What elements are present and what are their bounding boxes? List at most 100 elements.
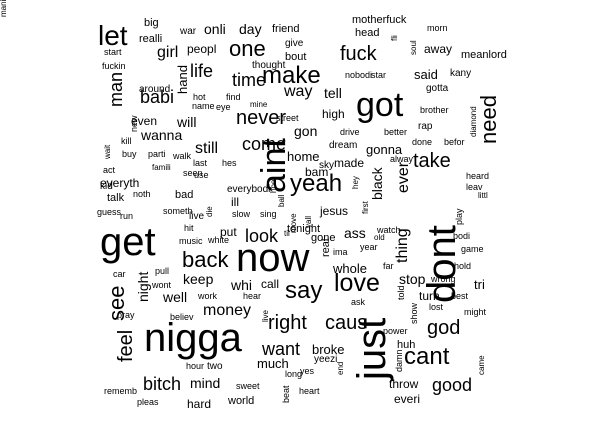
cloud-word: black	[369, 167, 385, 200]
cloud-word: time	[232, 70, 267, 90]
cloud-word: mani	[0, 0, 8, 17]
cloud-word: fuckin	[102, 61, 126, 71]
cloud-word: leav	[466, 182, 483, 192]
cloud-word: call	[261, 277, 280, 291]
cloud-word: tell	[324, 85, 342, 101]
cloud-word: littl	[478, 191, 488, 200]
cloud-word: come	[242, 134, 287, 154]
cloud-word: hear	[243, 291, 262, 301]
cloud-word: kany	[450, 68, 472, 79]
cloud-word: man	[106, 71, 126, 107]
cloud-word: everyth	[100, 176, 140, 190]
cloud-word: throw	[389, 377, 419, 391]
cloud-word: end	[336, 361, 345, 375]
cloud-word: hard	[187, 397, 212, 411]
cloud-word: wont	[152, 280, 172, 290]
cloud-word: tonight	[287, 223, 321, 235]
cloud-word: gotta	[426, 83, 449, 94]
cloud-word: put	[220, 225, 237, 239]
cloud-word: eye	[216, 102, 231, 112]
cloud-word: kill	[121, 136, 132, 146]
cloud-word: take	[413, 150, 451, 172]
cloud-word: look	[245, 226, 279, 246]
cloud-word: new	[129, 115, 139, 132]
cloud-word: say	[285, 277, 323, 304]
cloud-word: give	[285, 38, 304, 49]
cloud-word: meanlord	[461, 49, 507, 61]
cloud-word: made	[334, 156, 365, 170]
cloud-word: onli	[204, 21, 226, 37]
cloud-word: live	[261, 309, 270, 322]
cloud-word: slow	[232, 209, 251, 219]
cloud-word: rap	[418, 121, 433, 132]
cloud-word: hour	[186, 361, 205, 371]
cloud-word: lost	[429, 302, 444, 312]
cloud-word: now	[236, 236, 310, 280]
cloud-word: turn	[419, 289, 440, 303]
cloud-word: two	[207, 361, 223, 372]
cloud-word: power	[383, 326, 408, 336]
cloud-word: start	[104, 47, 122, 57]
cloud-word: hand	[175, 65, 190, 94]
cloud-word: sky	[319, 160, 334, 171]
cloud-word: gon	[294, 123, 318, 139]
cloud-word: drive	[340, 127, 360, 137]
cloud-word: act	[103, 165, 116, 175]
cloud-word: wait	[103, 144, 112, 159]
cloud-word: god	[427, 317, 461, 339]
cloud-word: thought	[252, 60, 286, 71]
cloud-word: told	[396, 285, 406, 300]
cloud-word: even	[131, 114, 158, 128]
cloud-word: cant	[404, 343, 450, 370]
cloud-word: friend	[272, 23, 300, 35]
cloud-word: find	[226, 92, 241, 102]
cloud-word: money	[203, 302, 252, 319]
cloud-word: came	[477, 355, 486, 375]
cloud-word: ass	[344, 225, 366, 241]
cloud-word: mine	[250, 100, 268, 109]
cloud-word: die	[205, 206, 214, 217]
cloud-word: hes	[222, 158, 237, 168]
cloud-word: jesus	[320, 204, 349, 218]
cloud-word: watch	[377, 225, 401, 235]
cloud-word: damn	[394, 349, 404, 372]
cloud-word: parti	[148, 149, 166, 159]
cloud-word: said	[414, 67, 438, 82]
cloud-word: bodi	[453, 231, 471, 241]
cloud-word: befor	[444, 137, 465, 147]
cloud-word: street	[276, 113, 299, 123]
cloud-word: sweet	[236, 381, 260, 391]
cloud-word: buy	[122, 149, 137, 159]
cloud-word: peopl	[187, 42, 217, 56]
cloud-word: heart	[299, 386, 320, 396]
cloud-word: ima	[333, 247, 348, 257]
cloud-word: seen	[183, 168, 203, 178]
cloud-word: wrong	[431, 274, 456, 284]
cloud-word: believ	[170, 312, 194, 322]
cloud-word: kid	[100, 181, 113, 192]
cloud-word: big	[144, 17, 159, 29]
cloud-word: heard	[466, 171, 490, 181]
cloud-word: need	[476, 95, 501, 144]
cloud-word: diamond	[469, 106, 478, 137]
cloud-word: way	[284, 83, 313, 100]
cloud-word: babi	[140, 87, 175, 107]
cloud-word: might	[464, 307, 487, 317]
cloud-word: make	[262, 62, 321, 89]
cloud-word: old	[374, 233, 385, 242]
cloud-word: everi	[394, 392, 421, 406]
cloud-word: beat	[281, 385, 291, 403]
cloud-word: walk	[173, 151, 192, 161]
cloud-word: bad	[175, 189, 194, 201]
cloud-word: yeah	[290, 170, 343, 197]
cloud-word: ask	[351, 297, 366, 307]
cloud-word: game	[461, 244, 484, 254]
cloud-word: star	[371, 70, 387, 80]
cloud-word: year	[360, 242, 378, 252]
cloud-word: broke	[312, 342, 345, 357]
cloud-word: good	[432, 375, 473, 395]
cloud-word: huh	[397, 339, 416, 351]
cloud-word: yes	[300, 366, 315, 376]
cloud-word: high	[322, 107, 345, 121]
cloud-word: bitch	[143, 374, 182, 394]
